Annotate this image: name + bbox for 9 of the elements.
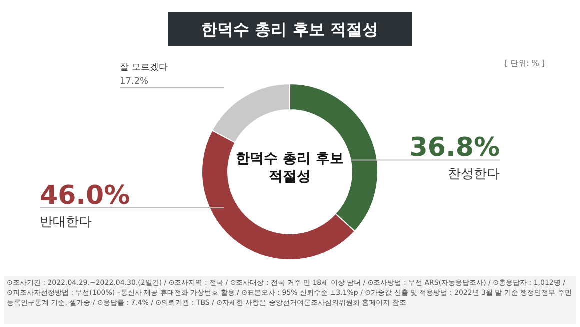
slice-label: 잘 모르겠다 (120, 62, 168, 73)
chart-title: 한덕수 총리 후보 적절성 (202, 20, 378, 39)
data-label: 46.0% (40, 181, 130, 211)
slice-label: 찬성한다 (448, 167, 500, 182)
text: 한덕수 총리 후보 적절성 (236, 151, 344, 185)
data-label: 17.2% (120, 76, 150, 87)
text: [ 단위: % ] (504, 59, 545, 68)
data-label: 36.8% (410, 133, 500, 164)
slice-label: 반대한다 (40, 215, 92, 230)
